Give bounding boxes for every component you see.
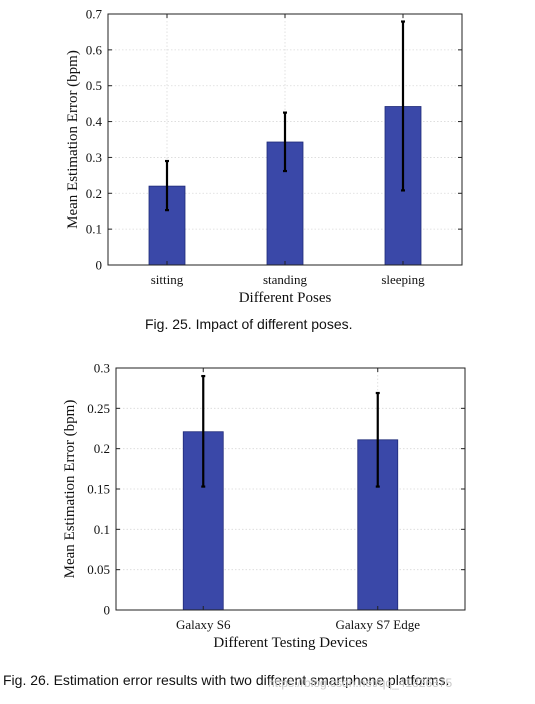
y-tick-label: 0.15 <box>87 482 110 497</box>
y-tick-label: 0.4 <box>86 114 103 129</box>
plot-area: 0 0.1 0.2 0.3 0.4 0.5 0.6 0.7 sitting standing sle… <box>65 7 463 306</box>
y-tick-label: 0.2 <box>86 186 102 201</box>
device-error-chart: 0 0.05 0.1 0.15 0.2 0.25 0.3 Galaxy S6 Galaxy S7… <box>62 361 466 651</box>
y-tick-label: 0.3 <box>94 361 110 376</box>
x-tick-label: sleeping <box>381 272 425 287</box>
y-tick-label: 0.7 <box>86 7 103 22</box>
error-bar <box>201 374 206 488</box>
x-axis-title: Different Testing Devices <box>213 635 367 651</box>
pose-error-chart: 0 0.1 0.2 0.3 0.4 0.5 0.6 0.7 sitting standing sle… <box>65 7 463 306</box>
plot-area: 0 0.05 0.1 0.15 0.2 0.25 0.3 Galaxy S6 Galaxy S7… <box>62 361 466 651</box>
figure-25-caption: Fig. 25. Impact of different poses. <box>145 316 353 332</box>
x-tick-label: Galaxy S7 Edge <box>336 617 421 632</box>
y-tick-label: 0.1 <box>94 522 110 537</box>
x-axis-title: Different Poses <box>239 290 332 306</box>
figure-26-caption: Fig. 26. Estimation error results with t… <box>3 672 450 688</box>
y-tick-label: 0 <box>104 603 111 618</box>
error-bar <box>375 391 380 488</box>
y-tick-label: 0.5 <box>86 78 102 93</box>
y-tick-label: 0.25 <box>87 401 110 416</box>
y-tick-label: 0.3 <box>86 150 102 165</box>
error-bar <box>283 111 287 173</box>
error-bar <box>401 20 405 192</box>
error-bar <box>165 159 169 212</box>
x-tick-label: standing <box>263 272 308 287</box>
y-tick-label: 0.2 <box>94 441 110 456</box>
axes-frame <box>115 367 466 611</box>
y-axis-title: Mean Estimation Error (bpm) <box>65 50 81 229</box>
y-tick-label: 0.05 <box>87 562 110 577</box>
y-axis-title: Mean Estimation Error (bpm) <box>62 400 78 579</box>
y-tick-label: 0.6 <box>86 42 103 57</box>
x-tick-label: sitting <box>151 272 184 287</box>
y-tick-label: 0 <box>96 258 103 273</box>
watermark-text: https://blog.csdn.net/qq_41826375 <box>268 676 453 690</box>
y-tick-label: 0.1 <box>86 222 102 237</box>
x-tick-label: Galaxy S6 <box>176 617 231 632</box>
